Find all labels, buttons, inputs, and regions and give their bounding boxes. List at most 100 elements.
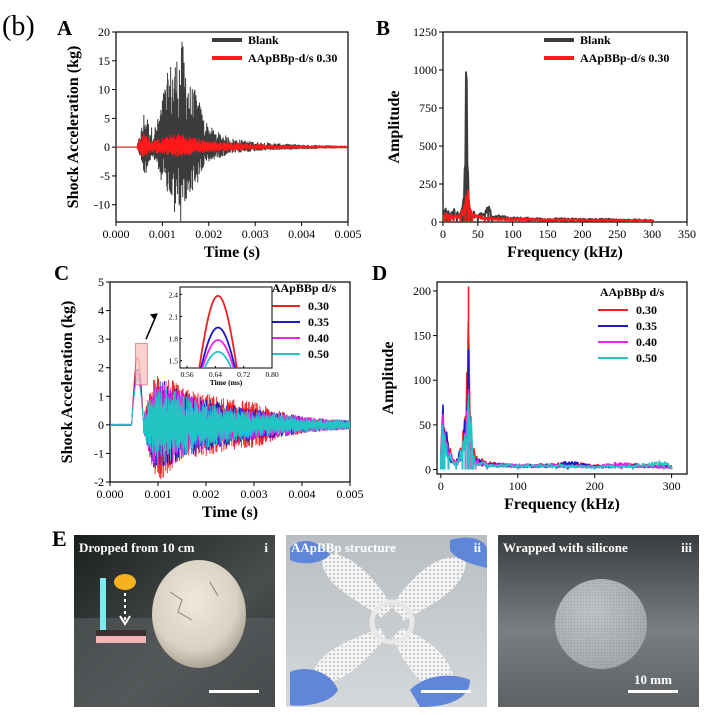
plot-frame <box>109 281 351 483</box>
y-tick-label: 0 <box>98 418 104 432</box>
photo-1: Dropped from 10 cm i <box>74 535 275 707</box>
inset-series-2 <box>201 339 235 368</box>
x-tick-label: 0.000 <box>97 487 124 501</box>
panel-label-A: A <box>57 16 73 40</box>
x-tick-label: 0.005 <box>337 487 364 501</box>
inset-x-label: Time (ms) <box>210 378 243 387</box>
legend: Blank AApBBp-d/s 0.30 <box>212 33 337 65</box>
x-axis-label: Time (s) <box>202 504 258 521</box>
y-tick-label: 500 <box>419 139 437 153</box>
legend-label: 0.35 <box>308 315 329 329</box>
legend-label: 0.50 <box>636 351 657 365</box>
chart-B: B 0 50 100 150 200 250 300 350 0 250 500 750 1000 1250… <box>376 16 696 261</box>
y-tick-label: 15 <box>98 54 110 68</box>
y-tick-label: -1 <box>94 446 104 460</box>
plot-area <box>116 41 348 222</box>
x-axis-label: Frequency (kHz) <box>507 244 623 261</box>
inset-series-0 <box>198 294 238 368</box>
series-line-3 <box>440 393 673 470</box>
inset-y-tick-label: 2.1 <box>169 312 179 321</box>
photo-roman-3: iii <box>681 540 692 555</box>
x-tick-label: 300 <box>663 479 681 493</box>
x-tick-label: 300 <box>643 227 661 241</box>
y-tick-label: 750 <box>419 101 437 115</box>
inset-frame <box>179 286 273 369</box>
x-axis-label: Time (s) <box>204 244 260 261</box>
legend-label: Blank <box>580 33 611 47</box>
y-tick-label: 5 <box>98 275 104 289</box>
x-tick-label: 200 <box>586 479 604 493</box>
panel-label-D: D <box>372 261 387 285</box>
y-tick-label: 0 <box>431 215 437 229</box>
y-tick-label: 150 <box>413 329 431 343</box>
y-axis-label: Shock Acceleration (kg) <box>59 301 76 464</box>
series-line-1 <box>443 189 655 222</box>
y-tick-label: 10 <box>98 83 110 97</box>
zoom-arrow-head <box>150 313 158 320</box>
inset-x-tick-label: 0.64 <box>209 370 222 379</box>
inset: 0.56 0.64 0.72 0.80 1.5 1.8 2.1 2.4 Time (ms) <box>134 286 279 387</box>
series-line-1 <box>440 348 673 470</box>
y-tick-label: 50 <box>419 418 431 432</box>
y-tick-label: 100 <box>413 373 431 387</box>
y-tick-label: 0 <box>425 463 431 477</box>
y-tick-label: 250 <box>419 177 437 191</box>
photo-caption-2: AApBBp structure <box>291 540 396 555</box>
legend-label: 0.30 <box>308 299 329 313</box>
chart-D: D 0 100 200 300 0 50 100 150 200 Frequency (kHz) Am… <box>372 261 688 513</box>
legend-label: 0.30 <box>636 303 657 317</box>
inset-plot <box>198 294 238 368</box>
y-tick-label: -2 <box>94 475 104 489</box>
series-line-1 <box>116 133 348 158</box>
legend-label: 0.40 <box>308 331 329 345</box>
legend-label: 0.35 <box>636 319 657 333</box>
legend: Blank AApBBp-d/s 0.30 <box>544 33 669 65</box>
photo-panel: E Dropped from 10 cm i <box>52 526 699 707</box>
plot-frame <box>115 31 349 223</box>
photo-roman-1: i <box>264 540 268 555</box>
x-tick-label: 0.004 <box>289 487 316 501</box>
series-line-0 <box>443 71 655 222</box>
panel-label-B: B <box>376 16 390 40</box>
y-tick-label: 2 <box>98 361 104 375</box>
plot-area <box>443 71 655 222</box>
inset-x-tick-label: 0.56 <box>181 370 194 379</box>
series-line-3 <box>110 378 350 464</box>
y-tick-label: 0 <box>104 140 110 154</box>
x-tick-label: 250 <box>608 227 626 241</box>
inset-series-1 <box>200 326 236 368</box>
legend-label: 0.40 <box>636 335 657 349</box>
x-tick-label: 150 <box>539 227 557 241</box>
y-axis-label: Amplitude <box>380 342 397 415</box>
y-tick-label: 20 <box>98 25 110 39</box>
scale-bar <box>209 690 259 693</box>
x-tick-label: 0.004 <box>288 227 315 241</box>
x-tick-label: 0.003 <box>242 227 269 241</box>
plot-area <box>110 356 350 479</box>
legend: AApBBp d/s 0.30 0.35 0.40 0.50 <box>598 285 665 365</box>
chart-A: A 0.000 0.001 0.002 0.003 0.004 0.005 -10 -5 0 5 10… <box>57 16 362 261</box>
photo-caption-1: Dropped from 10 cm <box>79 540 195 555</box>
legend: AApBBp d/s 0.30 0.35 0.40 0.50 <box>270 281 337 361</box>
panel-label-C: C <box>54 261 69 285</box>
x-tick-label: 100 <box>504 227 522 241</box>
y-tick-label: 1 <box>98 389 104 403</box>
series-line-0 <box>116 41 348 222</box>
zoom-arrow <box>145 313 158 340</box>
x-tick-label: 200 <box>573 227 591 241</box>
legend-title: AApBBp d/s <box>600 285 665 299</box>
x-tick-label: 350 <box>678 227 696 241</box>
scale-label: 10 mm <box>634 672 672 687</box>
inset-series-3 <box>203 350 233 368</box>
x-tick-label: 50 <box>472 227 484 241</box>
x-tick-label: 100 <box>509 479 527 493</box>
x-tick-label: 0 <box>438 479 444 493</box>
y-tick-label: 200 <box>413 284 431 298</box>
x-tick-label: 0.005 <box>335 227 362 241</box>
panel-label-E: E <box>52 526 67 551</box>
scale-bar-3 <box>628 690 678 693</box>
x-tick-label: 0.000 <box>103 227 130 241</box>
legend-label: Blank <box>248 33 279 47</box>
inset-x-tick-label: 0.72 <box>237 370 250 379</box>
